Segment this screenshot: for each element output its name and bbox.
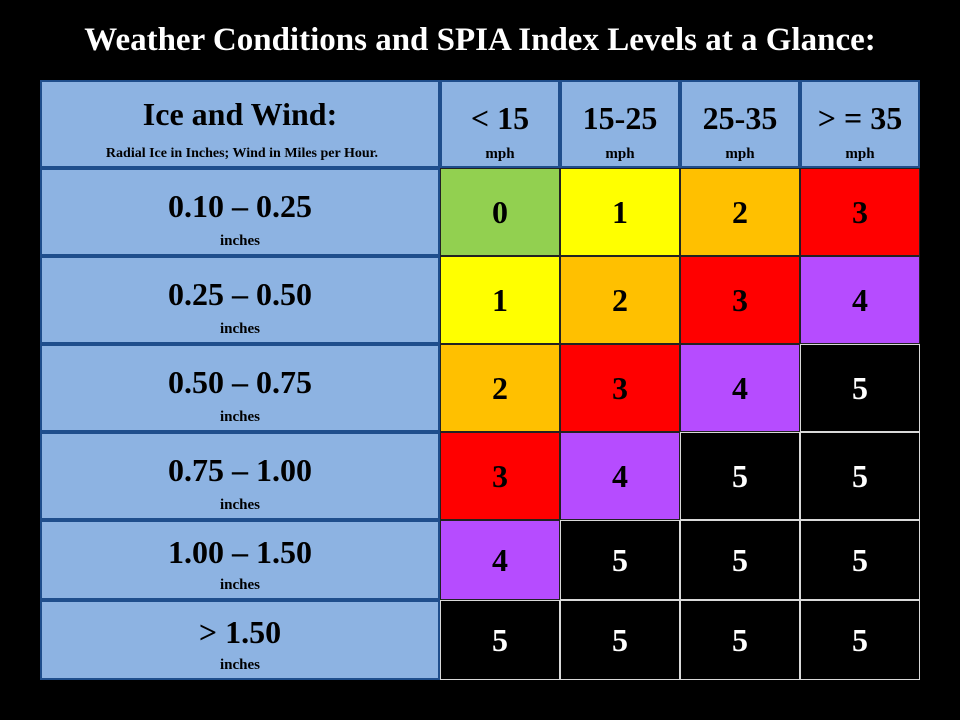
index-cell-level-5: 5 — [680, 520, 800, 600]
corner-header-cell: Ice and Wind: Radial Ice in Inches; Wind… — [40, 80, 440, 168]
index-cell-level-5: 5 — [680, 600, 800, 680]
index-cell-level-5: 5 — [440, 600, 560, 680]
ice-range-label: 0.75 – 1.00 — [168, 452, 312, 488]
corner-title: Ice and Wind: — [142, 96, 338, 132]
ice-unit-label: inches — [219, 409, 260, 425]
ice-range-label: 0.10 – 0.25 — [168, 188, 312, 224]
ice-unit-label: inches — [219, 321, 260, 337]
index-cell-level-5: 5 — [800, 344, 920, 432]
index-cell-level-5: 5 — [560, 600, 680, 680]
index-cell-level-2: 2 — [440, 344, 560, 432]
ice-unit-label: inches — [219, 497, 260, 513]
wind-column-header: > = 35 mph — [800, 80, 920, 168]
wind-column-header: 15-25 mph — [560, 80, 680, 168]
index-cell-level-5: 5 — [800, 432, 920, 520]
index-cell-level-5: 5 — [680, 432, 800, 520]
index-cell-level-3: 3 — [560, 344, 680, 432]
ice-row-header: 1.00 – 1.50 inches — [40, 520, 440, 600]
index-cell-level-5: 5 — [800, 520, 920, 600]
ice-range-label: 0.25 – 0.50 — [168, 276, 312, 312]
index-cell-level-2: 2 — [560, 256, 680, 344]
index-cell-level-4: 4 — [560, 432, 680, 520]
ice-row-header: 0.10 – 0.25 inches — [40, 168, 440, 256]
wind-range-label: < 15 — [470, 100, 530, 136]
ice-row-header: 0.50 – 0.75 inches — [40, 344, 440, 432]
index-cell-level-1: 1 — [440, 256, 560, 344]
wind-column-header: < 15 mph — [440, 80, 560, 168]
index-cell-level-0: 0 — [440, 168, 560, 256]
ice-range-label: > 1.50 — [198, 614, 282, 650]
index-cell-level-4: 4 — [440, 520, 560, 600]
wind-unit-label: mph — [605, 146, 635, 162]
ice-unit-label: inches — [219, 233, 260, 249]
corner-subtitle: Radial Ice in Inches; Wind in Miles per … — [105, 146, 379, 161]
wind-unit-label: mph — [845, 146, 875, 162]
ice-unit-label: inches — [219, 577, 260, 593]
index-cell-level-4: 4 — [680, 344, 800, 432]
wind-unit-label: mph — [485, 146, 515, 162]
index-cell-level-3: 3 — [680, 256, 800, 344]
wind-range-label: 25-35 — [702, 100, 778, 136]
index-cell-level-2: 2 — [680, 168, 800, 256]
wind-column-header: 25-35 mph — [680, 80, 800, 168]
page-title: Weather Conditions and SPIA Index Levels… — [84, 22, 876, 58]
ice-unit-label: inches — [219, 657, 260, 673]
ice-row-header: 0.75 – 1.00 inches — [40, 432, 440, 520]
index-cell-level-1: 1 — [560, 168, 680, 256]
ice-range-label: 1.00 – 1.50 — [168, 534, 312, 570]
index-cell-level-5: 5 — [800, 600, 920, 680]
ice-range-label: 0.50 – 0.75 — [168, 364, 312, 400]
index-cell-level-5: 5 — [560, 520, 680, 600]
ice-row-header: > 1.50 inches — [40, 600, 440, 680]
index-cell-level-4: 4 — [800, 256, 920, 344]
wind-unit-label: mph — [725, 146, 755, 162]
wind-range-label: 15-25 — [582, 100, 658, 136]
ice-row-header: 0.25 – 0.50 inches — [40, 256, 440, 344]
wind-range-label: > = 35 — [817, 100, 903, 136]
index-cell-level-3: 3 — [800, 168, 920, 256]
index-cell-level-3: 3 — [440, 432, 560, 520]
